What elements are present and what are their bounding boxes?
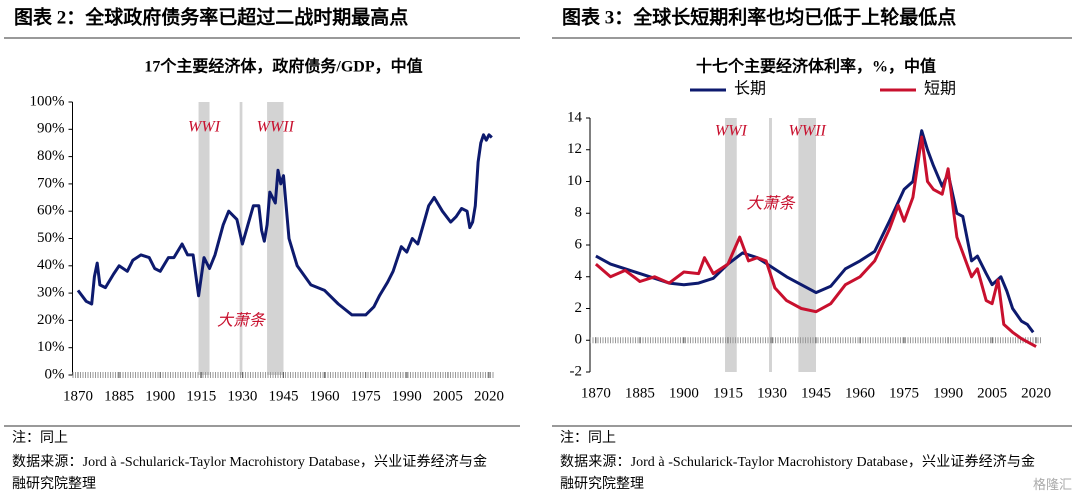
x-tick-label: 1900 xyxy=(669,385,699,401)
x-tick-label: 1975 xyxy=(351,388,381,404)
y-tick-label: 20% xyxy=(37,312,65,328)
x-tick-label: 1930 xyxy=(227,388,257,404)
legend-label: 短期 xyxy=(924,80,956,98)
x-tick-label: 1990 xyxy=(392,388,422,404)
series-line xyxy=(76,133,493,317)
watermark: 格隆汇 xyxy=(1033,477,1072,492)
y-tick-label: 50% xyxy=(37,230,65,246)
x-tick-label: 2005 xyxy=(433,388,463,404)
y-tick-label: 60% xyxy=(37,203,65,219)
y-tick-label: 4 xyxy=(575,268,583,284)
shaded-period xyxy=(725,118,737,372)
y-tick-label: 0% xyxy=(45,366,65,382)
x-tick-label: 1960 xyxy=(845,385,875,401)
y-tick-label: 2 xyxy=(575,300,583,316)
x-tick-label: 1945 xyxy=(269,388,299,404)
y-tick-label: 30% xyxy=(37,285,65,301)
x-tick-label: 1870 xyxy=(63,388,93,404)
period-label: WWII xyxy=(789,123,827,140)
y-tick-label: 14 xyxy=(567,109,583,125)
y-tick-label: 80% xyxy=(37,148,65,164)
x-tick-label: 1975 xyxy=(889,385,919,401)
legend-label: 长期 xyxy=(734,80,766,98)
x-tick-label: 2005 xyxy=(977,385,1007,401)
shaded-period xyxy=(798,118,816,372)
x-tick-label: 1990 xyxy=(933,385,963,401)
chart-heading: 图表 3：全球长短期利率也均已低于上轮最低点 xyxy=(562,5,956,28)
x-tick-label: 1960 xyxy=(310,388,340,404)
y-tick-label: 90% xyxy=(37,121,65,137)
x-tick-label: 1930 xyxy=(757,385,787,401)
y-tick-label: 70% xyxy=(37,175,65,191)
x-tick-label: 1915 xyxy=(186,388,216,404)
shaded-period xyxy=(769,118,772,372)
chart-heading: 图表 2：全球政府债务率已超过二战时期最高点 xyxy=(14,5,408,28)
x-tick-label: 2020 xyxy=(1021,385,1051,401)
y-tick-label: 0 xyxy=(575,332,583,348)
x-tick-label: 1915 xyxy=(713,385,743,401)
shaded-period xyxy=(267,102,284,375)
period-label: 大萧条 xyxy=(746,195,796,213)
y-tick-label: 100% xyxy=(30,93,65,109)
x-tick-label: 1900 xyxy=(145,388,175,404)
note: 数据来源：Jord à -Schularick-Taylor Macrohist… xyxy=(12,455,487,492)
x-tick-label: 1885 xyxy=(625,385,655,401)
series-line xyxy=(594,135,1037,348)
period-label: WWI xyxy=(715,123,748,140)
period-label: WWII xyxy=(257,119,295,136)
chart-subtitle: 十七个主要经济体利率，%，中值 xyxy=(696,57,936,76)
y-tick-label: 10% xyxy=(37,339,65,355)
y-tick-label: 10 xyxy=(567,173,582,189)
series-line xyxy=(595,129,1035,334)
note: 数据来源：Jord à -Schularick-Taylor Macrohist… xyxy=(560,455,1035,492)
shaded-period xyxy=(198,102,210,375)
chart-subtitle: 17个主要经济体，政府债务/GDP，中值 xyxy=(144,57,422,76)
y-tick-label: -2 xyxy=(570,363,583,379)
x-tick-label: 1945 xyxy=(801,385,831,401)
x-tick-label: 1870 xyxy=(581,385,611,401)
note: 注：同上 xyxy=(12,431,68,446)
note: 注：同上 xyxy=(560,431,616,446)
y-tick-label: 6 xyxy=(575,236,583,252)
period-label: WWI xyxy=(188,119,221,136)
x-tick-label: 2020 xyxy=(474,388,504,404)
period-label: 大萧条 xyxy=(217,312,267,330)
y-tick-label: 8 xyxy=(575,205,583,221)
x-tick-label: 1885 xyxy=(104,388,134,404)
y-tick-label: 12 xyxy=(567,141,582,157)
y-tick-label: 40% xyxy=(37,257,65,273)
